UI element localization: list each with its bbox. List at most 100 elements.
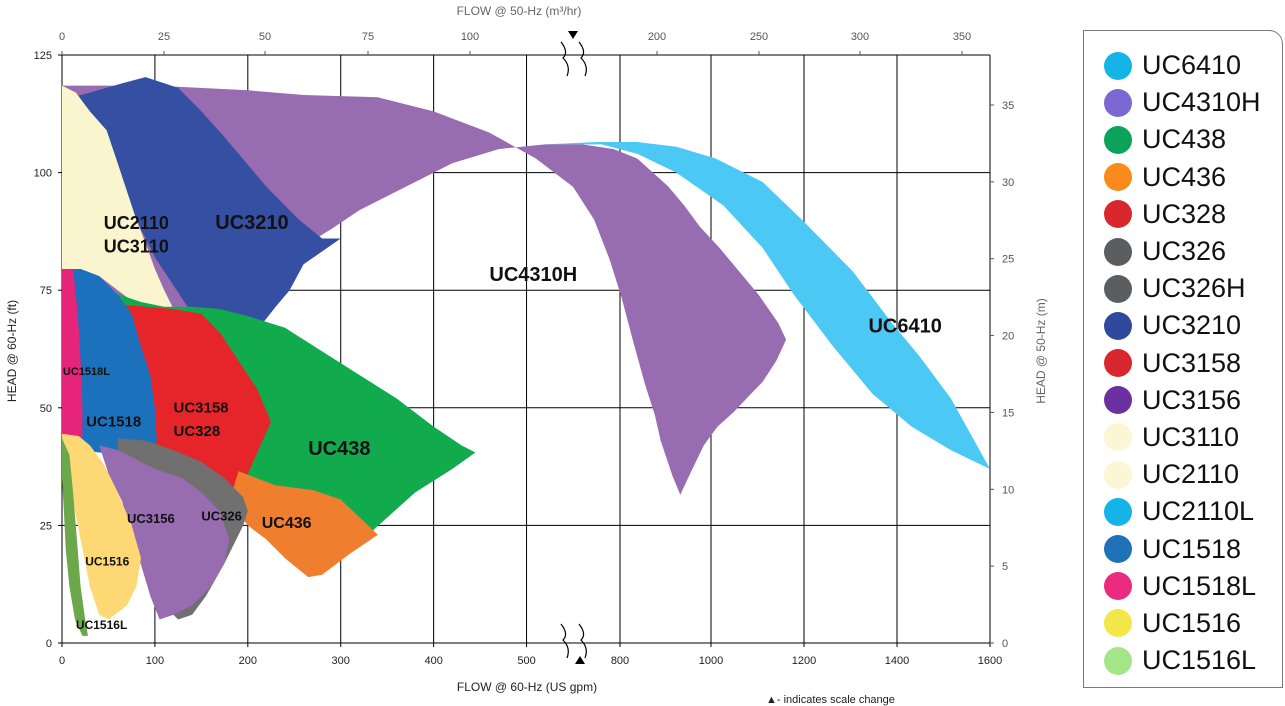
x-axis-title: FLOW @ 60-Hz (US gpm) — [457, 680, 597, 694]
legend-swatch — [1104, 125, 1132, 154]
x-tick-label: 400 — [424, 655, 442, 667]
scale-change-note: ▲- indicates scale change — [766, 694, 895, 706]
x-tick-label: 500 — [517, 655, 535, 667]
legend-label: UC3158 — [1142, 347, 1242, 378]
legend-swatch — [1104, 237, 1132, 266]
x-tick-label: 300 — [332, 655, 350, 667]
x-tick-label: 1400 — [885, 655, 909, 667]
x2-tick-label: 250 — [750, 31, 768, 43]
y2-tick-label: 20 — [1002, 331, 1014, 343]
y-tick-label: 50 — [40, 403, 52, 415]
y2-tick-label: 30 — [1002, 177, 1014, 189]
region-uc6410 — [545, 142, 990, 469]
region-uc1516l — [62, 438, 88, 636]
legend-swatch — [1104, 423, 1132, 452]
x2-tick-label: 300 — [851, 31, 869, 43]
legend-swatch — [1104, 274, 1132, 303]
legend-swatch — [1104, 349, 1132, 378]
x-tick-label: 200 — [239, 655, 257, 667]
region-uc436 — [229, 471, 378, 578]
legend-swatch — [1104, 535, 1132, 564]
x2-tick-label: 350 — [953, 31, 971, 43]
region-uc3156 — [99, 445, 230, 620]
region-uc1518 — [62, 269, 157, 455]
legend-label: UC436 — [1142, 161, 1227, 192]
pump-curve-regions — [62, 77, 990, 636]
axes: 0 100 200 300 400 500 800 1000 1200 1400 160002550… — [34, 31, 1014, 667]
y2-tick-label: 15 — [1002, 407, 1014, 419]
region-uc1518l — [62, 269, 83, 446]
region-label: UC1518 — [86, 414, 141, 431]
y-tick-label: 125 — [34, 50, 52, 62]
legend-swatch — [1104, 51, 1132, 80]
legend-label: UC3156 — [1142, 384, 1242, 415]
y2-tick-label: 0 — [1002, 638, 1008, 650]
legend-swatch — [1104, 572, 1132, 601]
region-labels: UC2110 UC3110 UC3210 UC4310H UC6410 UC1518L UC… — [63, 212, 942, 632]
legend-item: UC1516 — [1104, 605, 1282, 642]
legend-label: UC2110 — [1142, 459, 1240, 490]
y2-tick-label: 5 — [1002, 561, 1008, 573]
scale-change-marker-bottom — [575, 656, 585, 664]
region-label: UC1518L — [63, 366, 110, 378]
x-tick-label: 800 — [611, 655, 629, 667]
x-tick-label: 100 — [146, 655, 164, 667]
scale-change-marker-top — [568, 31, 578, 39]
legend-label: UC438 — [1142, 124, 1227, 155]
legend-label: UC3210 — [1142, 310, 1242, 341]
y-tick-label: 25 — [40, 520, 52, 532]
legend-label: UC1516L — [1142, 645, 1257, 676]
legend-label: UC1518 — [1142, 533, 1242, 564]
legend-item: UC438 — [1104, 121, 1282, 158]
region-uc3110 — [62, 85, 174, 309]
legend-swatch — [1104, 646, 1132, 675]
scale-break-mark — [578, 623, 587, 659]
legend-item: UC2110 — [1104, 456, 1282, 493]
region-label: UC4310H — [489, 264, 577, 286]
scale-break-mark — [578, 41, 587, 77]
legend-item: UC6410 — [1104, 47, 1282, 84]
scale-break-mark — [560, 623, 569, 659]
y-tick-label: 0 — [46, 638, 52, 650]
region-label: UC326 — [201, 509, 241, 524]
legend-item: UC1518 — [1104, 530, 1282, 567]
legend-swatch — [1104, 163, 1132, 192]
legend-label: UC4310H — [1142, 87, 1261, 118]
legend-swatch — [1104, 497, 1132, 526]
legend: UC6410 UC4310H UC438 UC436 UC328 UC326 UC326H U… — [1083, 30, 1283, 688]
legend-item: UC4310H — [1104, 84, 1282, 121]
legend-item: UC2110L — [1104, 493, 1282, 530]
legend-label: UC1516 — [1142, 607, 1242, 638]
legend-swatch — [1104, 609, 1132, 638]
legend-label: UC326 — [1142, 236, 1227, 267]
x2-tick-label: 200 — [648, 31, 666, 43]
legend-label: UC1518L — [1142, 570, 1257, 601]
legend-label: UC3110 — [1142, 421, 1240, 452]
region-label: UC3156 — [127, 511, 175, 526]
legend-swatch — [1104, 311, 1132, 340]
region-label: UC3110 — [104, 237, 169, 257]
legend-swatch — [1104, 88, 1132, 117]
x2-tick-label: 75 — [362, 31, 374, 43]
x2-tick-label: 25 — [158, 31, 170, 43]
y-tick-label: 100 — [34, 168, 52, 180]
region-label: UC6410 — [868, 316, 941, 338]
y-tick-label: 75 — [40, 285, 52, 297]
x2-tick-label: 100 — [461, 31, 479, 43]
legend-item: UC326 — [1104, 233, 1282, 270]
region-label: UC3210 — [215, 212, 288, 234]
y2-tick-label: 35 — [1002, 100, 1014, 112]
x-tick-label: 0 — [59, 655, 65, 667]
legend-item: UC3210 — [1104, 307, 1282, 344]
pump-performance-chart: UC2110 UC3110 UC3210 UC4310H UC6410 UC1518L UC… — [5, 4, 1048, 706]
legend-label: UC2110L — [1142, 496, 1255, 527]
region-label: UC436 — [262, 515, 312, 532]
x-tick-label: 1600 — [978, 655, 1002, 667]
legend-swatch — [1104, 386, 1132, 415]
x2-tick-label: 0 — [59, 31, 65, 43]
legend-item: UC3110 — [1104, 419, 1282, 456]
x-tick-label: 1000 — [699, 655, 723, 667]
legend-label: UC6410 — [1142, 50, 1242, 81]
scale-break-mark — [560, 41, 569, 77]
region-label: UC328 — [173, 423, 220, 440]
